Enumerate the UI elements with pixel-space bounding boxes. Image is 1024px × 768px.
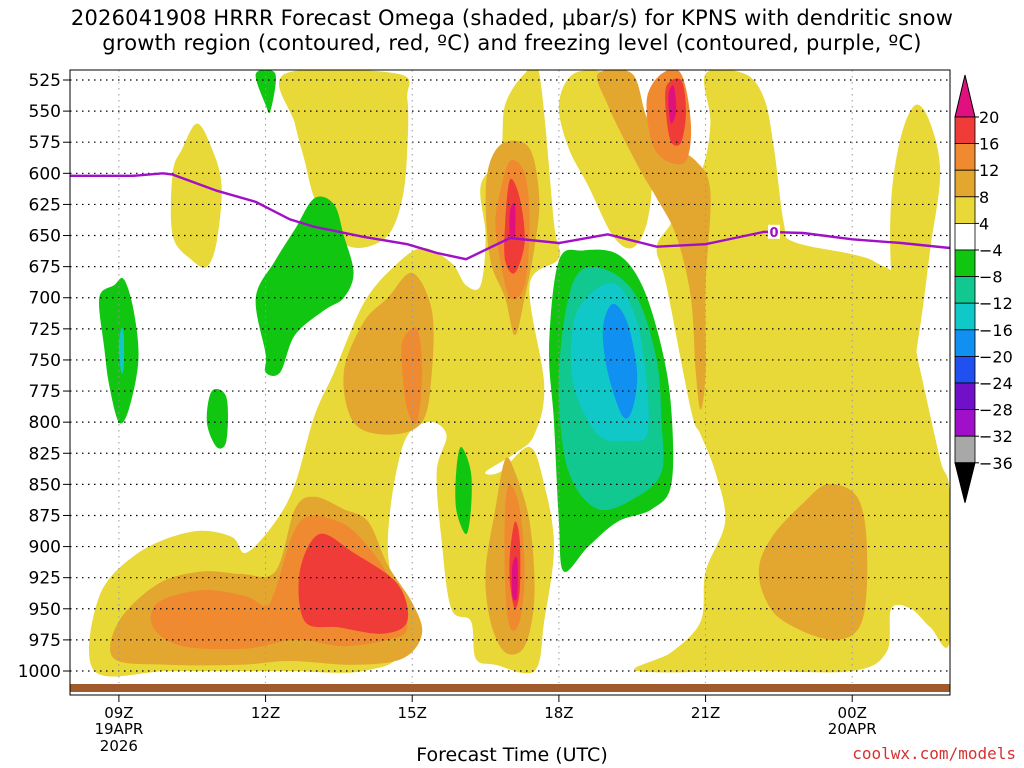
colorbar-label-0: 20 xyxy=(979,108,999,127)
omega-region-neg4-25 xyxy=(255,196,354,376)
y-tick-label-700: 700 xyxy=(29,289,61,309)
colorbar-label-1: 16 xyxy=(979,135,999,154)
x-axis-title: Forecast Time (UTC) xyxy=(416,744,608,766)
ground-surface xyxy=(70,684,950,692)
colorbar-label-7: −12 xyxy=(979,294,1013,313)
chart-title-line-2: growth region (contoured, red, ºC) and f… xyxy=(102,31,922,55)
colorbar-segment-8 xyxy=(954,329,976,357)
omega-region-pos12-14 xyxy=(401,327,422,425)
omega-shading-layer xyxy=(89,70,950,677)
freezing-level-label-bg xyxy=(768,224,780,239)
colorbar-top-arrow xyxy=(954,74,976,118)
colorbar-segment-9 xyxy=(954,355,976,384)
colorbar-label-4: 4 xyxy=(979,214,989,233)
omega-region-neg16-34 xyxy=(602,303,638,419)
omega-region-pos20-22 xyxy=(509,202,516,240)
omega-region-pos20-24 xyxy=(668,85,677,124)
y-tick-label-650: 650 xyxy=(29,227,61,247)
y-tick-label-1000: 1000 xyxy=(18,662,61,682)
x-tick-label-21: 21Z xyxy=(691,704,720,722)
colorbar-segment-11 xyxy=(954,409,976,437)
omega-region-pos4-1 xyxy=(634,70,950,673)
plot-frame xyxy=(69,69,951,696)
y-tick-label-600: 600 xyxy=(29,164,61,184)
x-tick-date-9: 19APR xyxy=(94,720,143,738)
colorbar-segment-12 xyxy=(954,435,976,464)
x-tick-label-12: 12Z xyxy=(251,704,280,722)
colorbar-segment-10 xyxy=(954,382,976,411)
omega-region-neg4-26 xyxy=(98,277,139,424)
omega-region-neg4-27 xyxy=(206,388,228,449)
y-tick-label-750: 750 xyxy=(29,351,61,371)
colorbar-segment-2 xyxy=(954,169,976,198)
freezing-level-label: 0 xyxy=(769,226,778,241)
colorbar-label-8: −16 xyxy=(979,321,1013,340)
x-tick-date-24: 20APR xyxy=(828,720,877,738)
y-tick-label-725: 725 xyxy=(29,320,61,340)
colorbar-label-13: −36 xyxy=(979,454,1013,473)
y-tick-label-575: 575 xyxy=(29,133,61,153)
y-tick-label-950: 950 xyxy=(29,600,61,620)
y-tick-label-875: 875 xyxy=(29,506,61,526)
chart-title-line-1: 2026041908 HRRR Forecast Omega (shaded, … xyxy=(70,6,954,30)
omega-region-pos4-4 xyxy=(170,123,222,268)
y-tick-label-975: 975 xyxy=(29,631,61,651)
colorbar-label-9: −20 xyxy=(979,347,1013,366)
colorbar-bottom-arrow xyxy=(954,462,976,503)
omega-region-neg12-33 xyxy=(118,328,125,374)
colorbar-label-6: −8 xyxy=(979,268,1003,287)
omega-region-pos4-5 xyxy=(314,73,374,156)
omega-region-neg4-29 xyxy=(255,70,276,114)
y-tick-label-550: 550 xyxy=(29,102,61,122)
omega-region-pos4-3 xyxy=(279,70,410,248)
y-tick-label-625: 625 xyxy=(29,195,61,215)
y-tick-label-675: 675 xyxy=(29,258,61,278)
colorbar-segment-7 xyxy=(954,302,976,331)
x-tick-label-24: 00Z xyxy=(838,704,867,722)
x-tick-label-15: 15Z xyxy=(398,704,427,722)
colorbar-label-5: −4 xyxy=(979,241,1003,260)
x-tick-label-18: 18Z xyxy=(544,704,573,722)
y-tick-label-775: 775 xyxy=(29,382,61,402)
credit-link[interactable]: coolwx.com/models xyxy=(852,744,1016,763)
y-tick-label-825: 825 xyxy=(29,444,61,464)
y-axis: 525 550 575 600 625 650 675 700 725 750 775 800 825 8… xyxy=(18,71,70,682)
colorbar-label-3: 8 xyxy=(979,188,989,207)
omega-region-pos8-12 xyxy=(758,484,868,640)
chart-title: 2026041908 HRRR Forecast Omega (shaded, … xyxy=(0,6,1024,56)
omega-region-pos20-23 xyxy=(511,556,518,601)
grid-lines xyxy=(70,70,950,683)
colorbar-label-11: −28 xyxy=(979,401,1013,420)
colorbar-segment-1 xyxy=(954,143,976,171)
colorbar-legend: 20 16 12 8 4 −4 −8 −12 −16 −20 −24 −28 −32 −36 xyxy=(954,74,1013,503)
colorbar-segment-3 xyxy=(954,196,976,224)
colorbar-segment-0 xyxy=(954,116,976,145)
colorbar-segment-5 xyxy=(954,249,976,278)
y-tick-label-800: 800 xyxy=(29,413,61,433)
colorbar-label-10: −24 xyxy=(979,374,1013,393)
y-tick-label-525: 525 xyxy=(29,71,61,91)
x-tick-year-9: 2026 xyxy=(100,737,138,755)
y-tick-label-925: 925 xyxy=(29,569,61,589)
colorbar-segment-6 xyxy=(954,276,976,304)
x-tick-label-9: 09Z xyxy=(104,704,133,722)
ground-layer xyxy=(70,684,950,692)
omega-region-pos16-18 xyxy=(298,533,409,634)
omega-region-pos4-6 xyxy=(890,104,941,373)
colorbar-label-12: −32 xyxy=(979,427,1013,446)
omega-region-pos4-0 xyxy=(89,70,561,677)
omega-region-neg4-28 xyxy=(455,447,472,535)
colorbar-segment-4 xyxy=(954,222,976,251)
y-tick-label-900: 900 xyxy=(29,538,61,558)
colorbar-label-2: 12 xyxy=(979,161,999,180)
freezing-level-layer: 0 xyxy=(70,172,950,261)
y-tick-label-850: 850 xyxy=(29,475,61,495)
